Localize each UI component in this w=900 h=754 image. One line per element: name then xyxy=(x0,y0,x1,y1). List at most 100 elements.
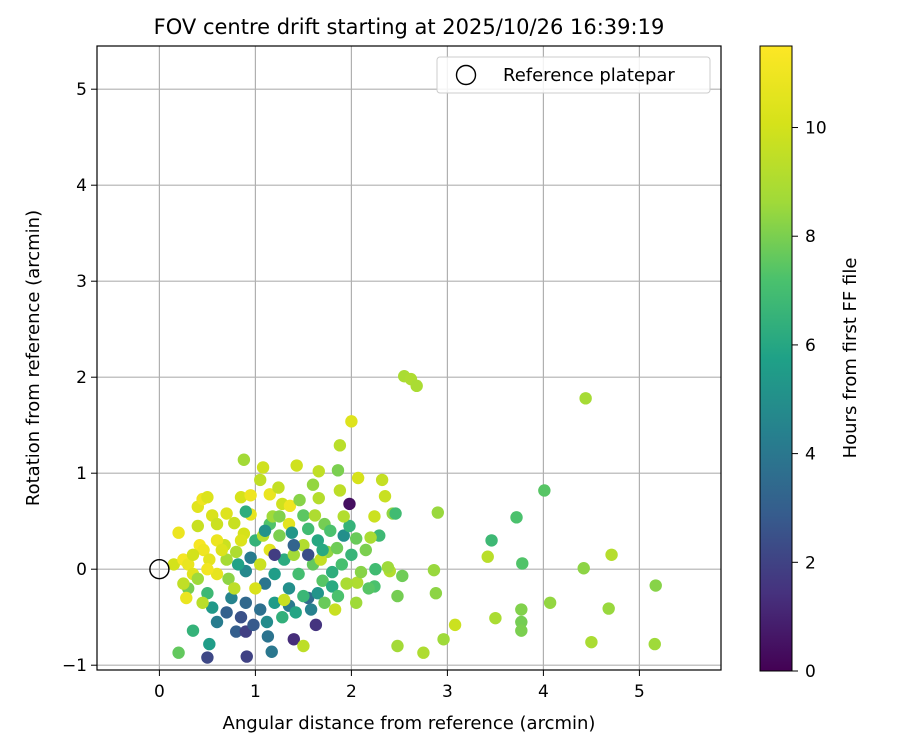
scatter-point xyxy=(234,611,248,624)
scatter-point xyxy=(210,517,224,531)
scatter-point xyxy=(282,582,296,595)
scatter-point xyxy=(326,580,339,593)
scatter-point xyxy=(240,650,253,663)
x-tick-label: 0 xyxy=(154,682,165,702)
colorbar-tick-label: 6 xyxy=(805,336,816,356)
scatter-point xyxy=(343,519,356,533)
x-tick-label: 5 xyxy=(634,682,645,702)
colorbar-label: Hours from first FF file xyxy=(840,258,861,459)
scatter-point xyxy=(602,602,615,615)
scatter-point xyxy=(220,606,233,619)
legend-label-reference: Reference platepar xyxy=(503,65,675,86)
x-tick-label: 2 xyxy=(346,682,357,702)
scatter-point xyxy=(258,577,272,590)
scatter-point xyxy=(378,490,392,503)
scatter-point xyxy=(287,633,300,646)
scatter-point xyxy=(261,630,275,643)
scatter-point xyxy=(167,558,180,571)
scatter-point xyxy=(201,491,214,504)
scatter-point xyxy=(268,548,281,561)
scatter-point xyxy=(448,618,462,632)
scatter-point xyxy=(331,464,345,477)
scatter-point xyxy=(337,529,350,542)
colorbar-tick-label: 0 xyxy=(805,662,816,682)
scatter-point xyxy=(234,534,248,547)
scatter-point xyxy=(431,506,444,519)
scatter-point xyxy=(220,507,233,520)
scatter-point xyxy=(311,534,324,547)
scatter-point xyxy=(272,481,285,494)
scatter-point xyxy=(648,637,661,651)
scatter-point xyxy=(318,596,331,609)
scatter-point xyxy=(330,541,344,555)
scatter-point xyxy=(333,484,347,497)
y-axis-ticks: −1 0 1 2 3 4 5 xyxy=(62,80,97,676)
scatter-point xyxy=(196,596,209,609)
scatter-point xyxy=(292,567,305,581)
colorbar: 0 2 4 6 8 10 Hours from first FF file xyxy=(759,45,861,682)
scatter-point xyxy=(309,618,323,632)
scatter-point xyxy=(375,473,389,487)
colorbar-ticks: 0 2 4 6 8 10 xyxy=(792,119,827,682)
scatter-point xyxy=(649,579,662,592)
chart-title: FOV centre drift starting at 2025/10/26 … xyxy=(154,15,665,39)
x-axis-label: Angular distance from reference (arcmin) xyxy=(223,713,596,734)
scatter-point xyxy=(263,488,276,501)
y-tick-label: 1 xyxy=(76,464,87,484)
scatter-point xyxy=(481,550,494,563)
scatter-point xyxy=(389,507,402,520)
scatter-point xyxy=(396,569,409,583)
colorbar-tick-label: 10 xyxy=(805,119,827,139)
scatter-point xyxy=(350,596,363,609)
scatter-point xyxy=(369,563,382,576)
scatter-point xyxy=(429,587,443,600)
scatter-point xyxy=(201,587,214,600)
y-tick-label: 2 xyxy=(76,368,87,388)
scatter-point xyxy=(237,453,251,466)
legend: Reference platepar xyxy=(436,56,711,94)
scatter-point xyxy=(287,548,300,561)
scatter-point xyxy=(254,473,267,487)
scatter-point xyxy=(228,582,241,595)
scatter-point xyxy=(203,553,216,566)
scatter-point xyxy=(485,534,498,547)
scatter-point xyxy=(177,577,190,590)
scatter-point xyxy=(354,565,368,579)
scatter-point xyxy=(258,524,272,537)
x-tick-label: 4 xyxy=(538,682,549,702)
y-axis-label: Rotation from reference (arcmin) xyxy=(23,210,44,506)
scatter-point xyxy=(297,509,310,522)
colorbar-tick-label: 8 xyxy=(805,227,816,247)
scatter-point xyxy=(350,532,363,545)
scatter-point xyxy=(437,633,450,646)
scatter-point xyxy=(350,576,364,589)
scatter-point xyxy=(276,611,289,624)
scatter-point xyxy=(268,567,281,581)
scatter-point xyxy=(312,465,325,478)
scatter-point xyxy=(577,562,590,575)
scatter-point xyxy=(249,582,262,595)
scatter-point xyxy=(180,591,193,605)
scatter-point xyxy=(311,587,324,600)
colorbar-gradient xyxy=(759,45,793,672)
scatter-point xyxy=(228,516,241,530)
scatter-point xyxy=(172,646,185,659)
scatter-point xyxy=(340,577,353,590)
scatter-point xyxy=(231,558,245,571)
scatter-point xyxy=(538,484,551,497)
scatter-point xyxy=(391,589,404,603)
scatter-point xyxy=(308,509,322,522)
scatter-point xyxy=(186,548,200,561)
scatter-point xyxy=(206,601,219,614)
scatter-point xyxy=(203,637,216,651)
scatter-point xyxy=(510,511,523,524)
scatter-point xyxy=(302,522,315,536)
y-tick-label: −1 xyxy=(62,656,87,676)
scatter-point xyxy=(515,615,528,629)
scatter-point xyxy=(579,392,592,405)
scatter-point xyxy=(210,534,224,547)
scatter-point xyxy=(215,543,228,557)
scatter-point xyxy=(210,567,224,581)
scatter-point xyxy=(306,478,320,491)
scatter-point xyxy=(234,491,248,504)
